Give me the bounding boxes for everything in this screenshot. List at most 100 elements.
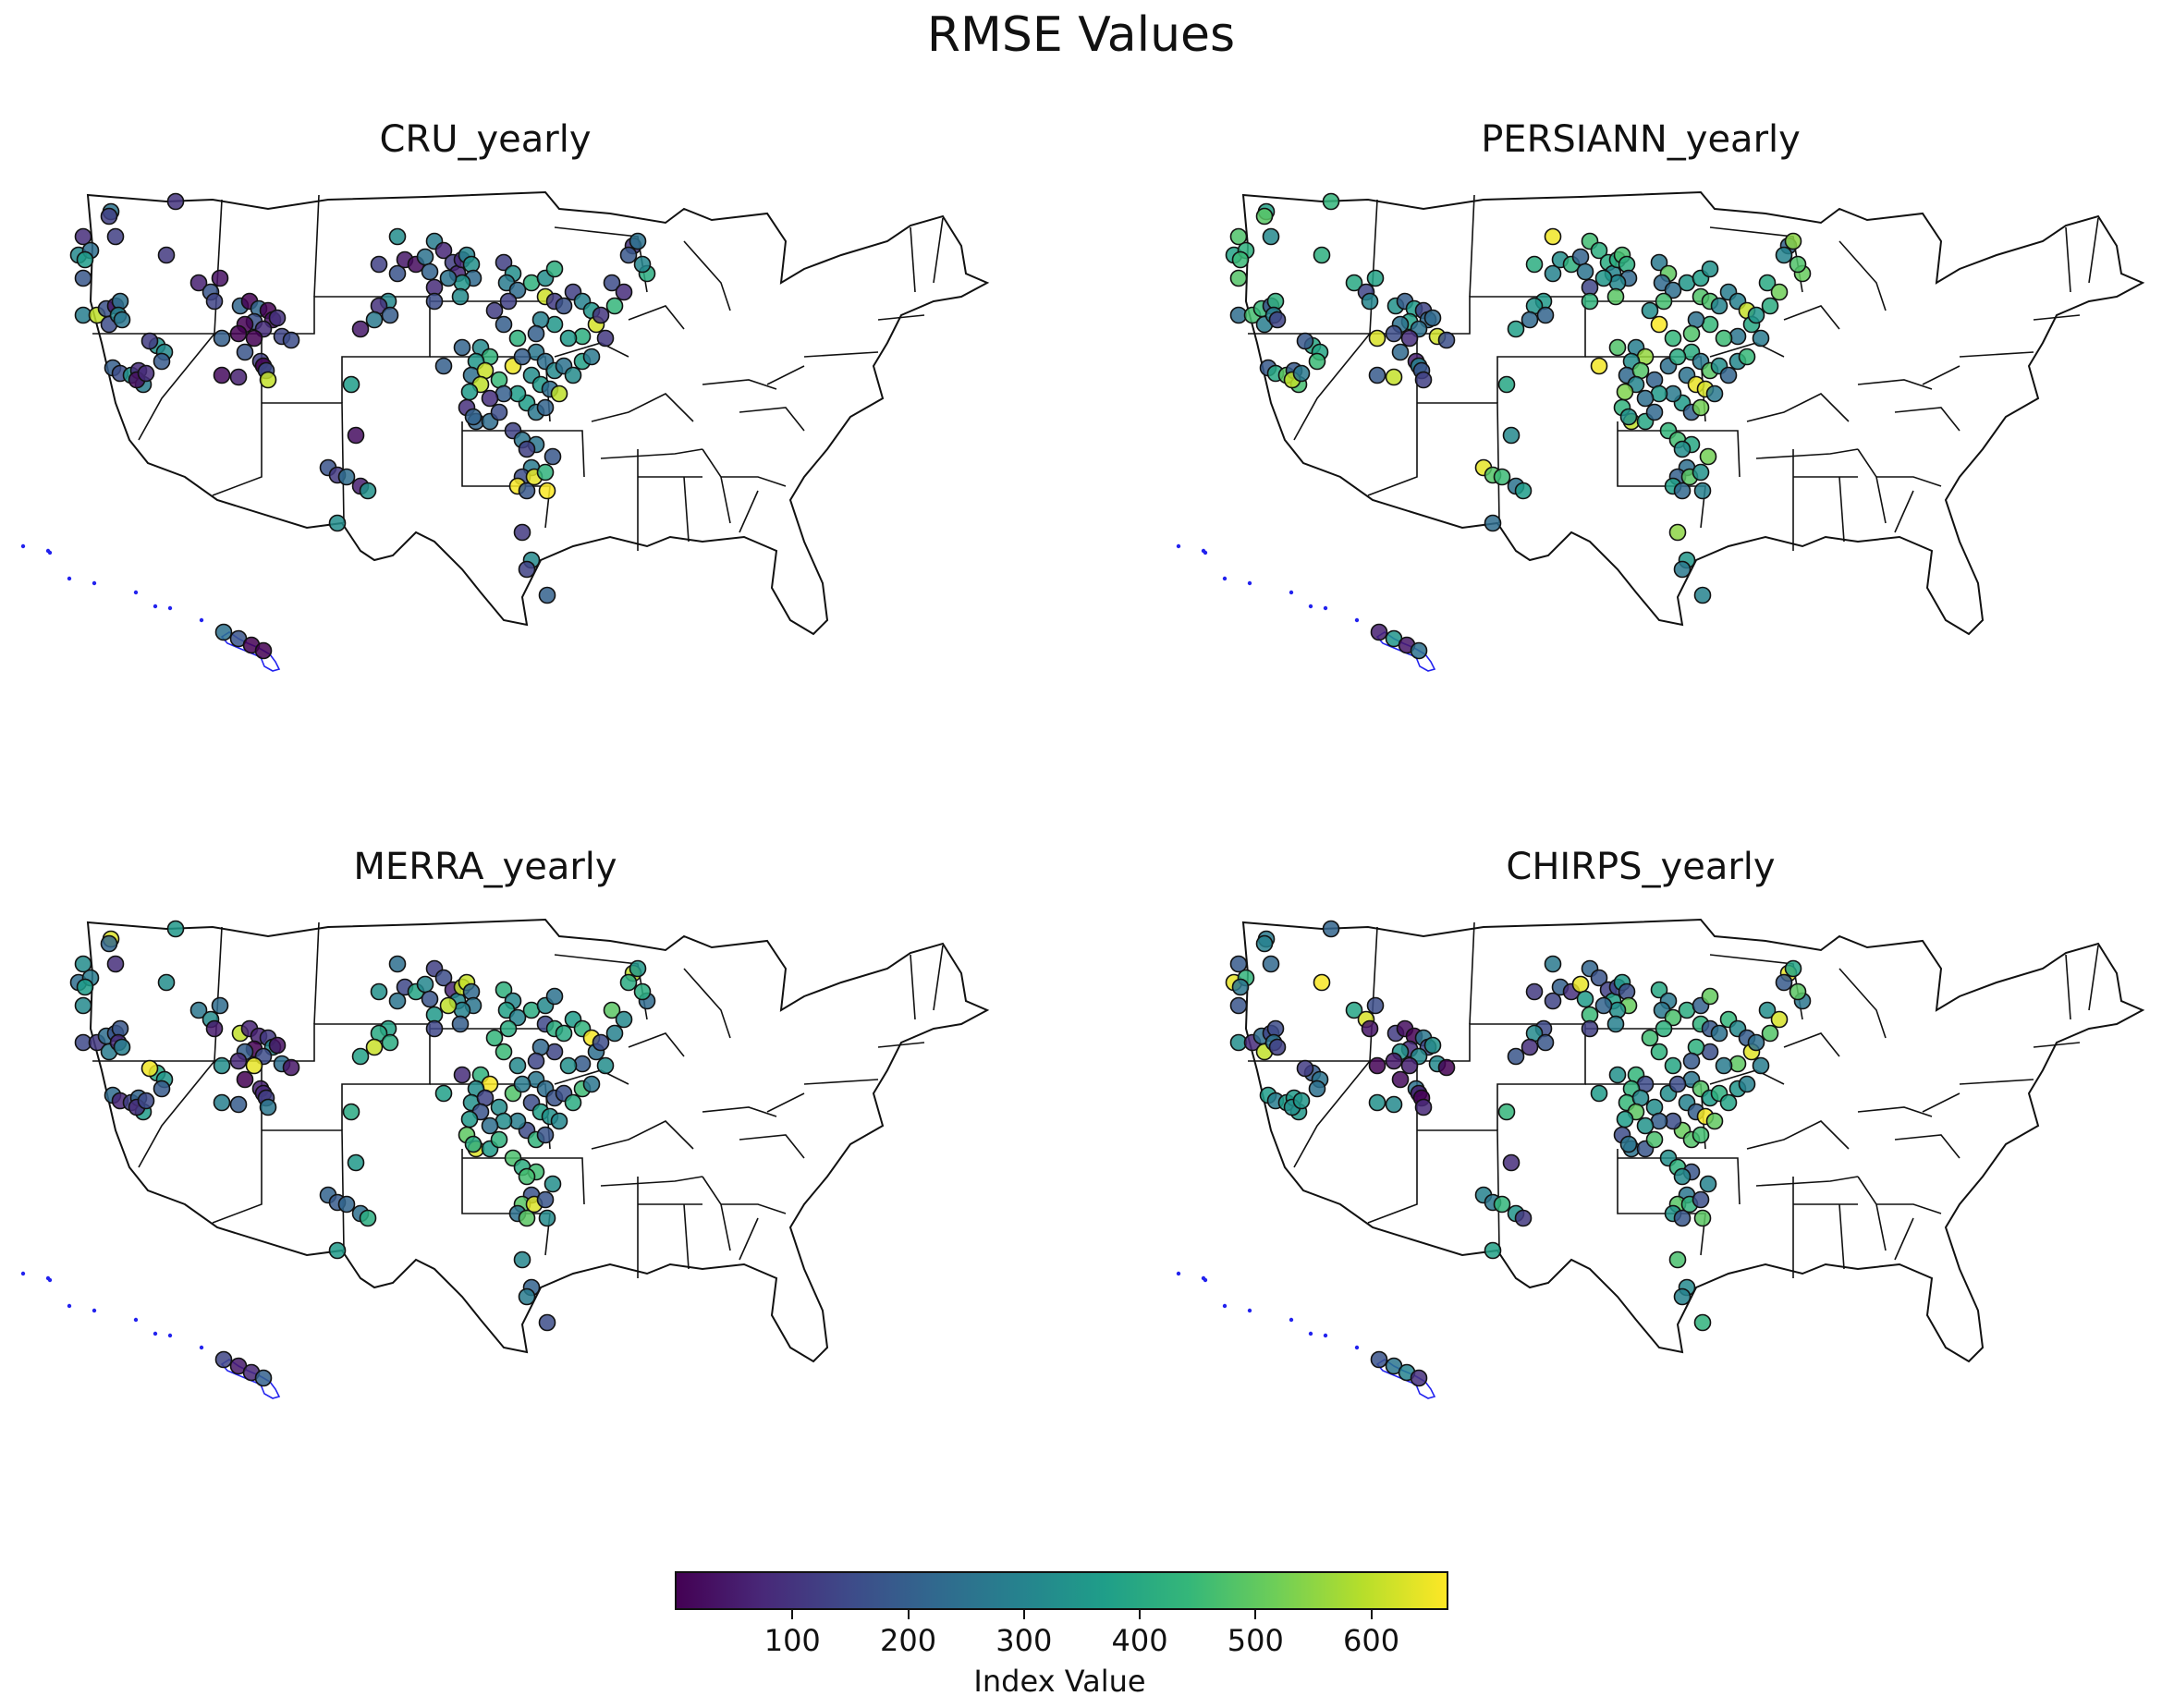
station-marker: [1571, 975, 1590, 994]
station-marker: [1664, 281, 1682, 299]
station-marker: [211, 269, 229, 287]
state-border: [1857, 379, 1933, 390]
station-marker: [236, 1070, 254, 1089]
station-marker: [74, 269, 92, 287]
station-marker: [106, 227, 125, 246]
station-marker: [596, 1056, 615, 1075]
station-marker: [1747, 1033, 1765, 1052]
state-border: [461, 421, 551, 529]
station-marker: [1292, 364, 1311, 383]
station-marker: [1514, 482, 1533, 500]
state-border: [600, 448, 703, 459]
hawaii-islet: [1323, 605, 1328, 611]
station-marker: [365, 1038, 384, 1056]
station-marker: [74, 227, 92, 246]
station-marker: [1770, 1010, 1789, 1029]
state-border: [313, 921, 320, 1025]
station-marker: [605, 1024, 624, 1043]
station-marker: [518, 560, 536, 579]
station-marker: [1231, 978, 1250, 996]
station-marker: [495, 315, 513, 334]
hawaii-islet: [1176, 1271, 1181, 1276]
state-border: [1838, 968, 1887, 1039]
station-marker: [499, 1019, 518, 1038]
station-marker: [1715, 329, 1733, 348]
station-marker: [1693, 1313, 1712, 1332]
station-marker: [421, 990, 439, 1008]
map-merra: [20, 918, 990, 1399]
hawaii-islet: [47, 550, 53, 555]
station-marker: [1641, 1029, 1659, 1047]
station-marker: [564, 1093, 582, 1112]
station-marker: [425, 292, 444, 311]
station-marker: [1606, 287, 1625, 306]
station-marker: [582, 348, 601, 366]
station-marker: [434, 1084, 453, 1103]
station-marker: [1502, 426, 1521, 445]
station-marker: [464, 408, 482, 426]
station-marker: [268, 1036, 287, 1055]
colorbar-label: Index Value: [973, 1664, 1146, 1699]
station-marker: [189, 1001, 208, 1019]
station-marker: [1544, 227, 1562, 246]
station-marker: [1525, 255, 1544, 274]
station-marker: [1770, 283, 1789, 301]
station-marker: [1437, 1058, 1456, 1077]
station-marker: [513, 348, 531, 366]
station-marker: [1544, 264, 1562, 283]
station-marker: [1229, 996, 1248, 1015]
station-marker: [1368, 1093, 1386, 1112]
station-marker: [1368, 1056, 1386, 1075]
station-marker: [1752, 329, 1770, 348]
station-marker: [1497, 1103, 1516, 1121]
station-marker: [1636, 389, 1655, 408]
station-marker: [629, 232, 647, 250]
state-border: [933, 945, 944, 1011]
station-marker: [1590, 241, 1608, 260]
station-marker: [434, 969, 453, 987]
station-marker: [1673, 482, 1692, 500]
station-marker: [527, 324, 545, 343]
station-marker: [513, 1075, 531, 1093]
station-marker: [1650, 253, 1668, 272]
station-marker: [536, 398, 555, 417]
station-marker: [1693, 482, 1712, 500]
station-marker: [596, 329, 615, 348]
station-marker: [1268, 1038, 1287, 1056]
state-border: [1496, 1024, 1586, 1130]
hawaii-islet: [153, 604, 158, 609]
state-border: [341, 297, 431, 403]
state-border: [683, 476, 690, 543]
station-marker: [1581, 292, 1599, 311]
station-marker: [508, 1056, 527, 1075]
station-marker: [1514, 1209, 1533, 1227]
station-marker: [1370, 1350, 1388, 1369]
hawaii-islet: [1354, 617, 1360, 623]
station-marker: [451, 287, 470, 306]
state-border: [1469, 194, 1475, 298]
station-marker: [157, 973, 176, 992]
state-border: [461, 1149, 551, 1256]
state-border: [877, 1042, 925, 1048]
station-marker: [1692, 463, 1710, 482]
station-marker: [1784, 959, 1802, 978]
station-marker: [1576, 990, 1594, 1008]
panel-title: PERSIANN_yearly: [1481, 118, 1801, 161]
state-border: [2088, 217, 2099, 284]
station-marker: [1581, 1019, 1599, 1038]
station-marker: [359, 482, 377, 500]
station-marker: [1361, 1019, 1379, 1038]
station-marker: [518, 1287, 536, 1306]
station-marker: [1361, 292, 1379, 311]
station-marker: [615, 283, 633, 301]
station-marker: [1664, 1056, 1682, 1075]
station-marker: [157, 246, 176, 264]
station-marker: [518, 482, 536, 500]
station-marker: [337, 1195, 356, 1214]
station-marker: [1693, 1209, 1712, 1227]
state-border: [1617, 421, 1706, 529]
station-marker: [1789, 255, 1807, 274]
station-marker: [381, 306, 399, 324]
station-marker: [106, 955, 125, 973]
station-marker: [1668, 348, 1687, 366]
